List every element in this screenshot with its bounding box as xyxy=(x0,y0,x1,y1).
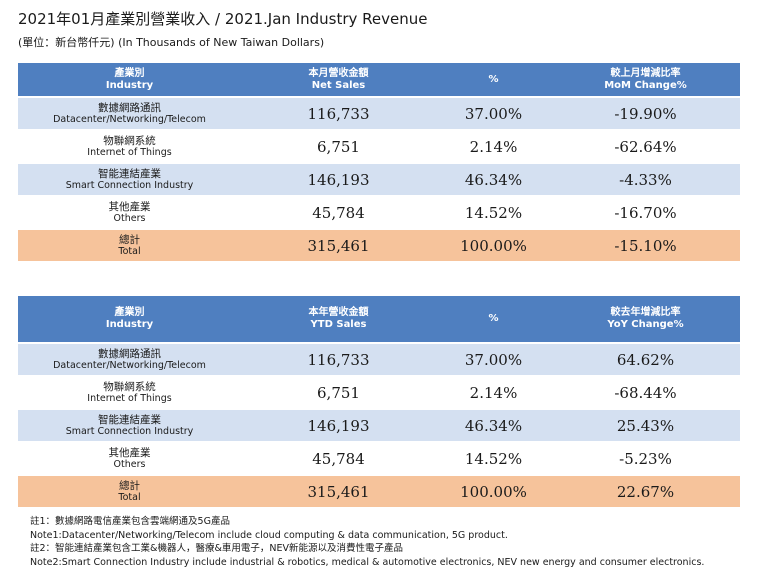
sales-cell: 315,461 xyxy=(241,230,436,261)
sales-cell: 146,193 xyxy=(241,410,436,441)
header-mom-change: 較上月增減比率 MoM Change% xyxy=(551,63,740,96)
industry-cell: 總計 Total xyxy=(18,230,241,261)
table-row: 其他產業 Others 45,784 14.52% -5.23% xyxy=(18,443,740,474)
table-row: 數據網路通訊 Datacenter/Networking/Telecom 116,… xyxy=(18,98,740,129)
change-cell: -62.64% xyxy=(551,131,740,162)
footnotes: 註1：數據網路電信產業包含雲端網通及5G產品 Note1:Datacenter/… xyxy=(30,515,704,569)
sales-cell: 45,784 xyxy=(241,197,436,228)
note-2-en: Note2:Smart Connection Industry include … xyxy=(30,556,705,568)
header-industry: 產業別 Industry xyxy=(18,63,241,96)
note-2-zh: 註2：智能連結產業包含工業&機器人，醫療&車用電子，NEV新能源以及消費性電子產… xyxy=(30,543,403,554)
header-industry: 產業別 Industry xyxy=(18,296,241,342)
industry-cell: 智能連結產業 Smart Connection Industry xyxy=(18,164,241,195)
note-1-zh: 註1：數據網路電信產業包含雲端網通及5G產品 xyxy=(30,516,230,527)
industry-cell: 總計 Total xyxy=(18,476,241,507)
table-row: 智能連結產業 Smart Connection Industry 146,193 … xyxy=(18,410,740,441)
ytd-revenue-table: 產業別 Industry 本年營收金額 YTD Sales % 較去年增減比率 YoY… xyxy=(18,294,740,509)
percent-cell: 2.14% xyxy=(436,131,551,162)
change-cell: -15.10% xyxy=(551,230,740,261)
table-header-row: 產業別 Industry 本月營收金額 Net Sales % 較上月增減比率 MoM… xyxy=(18,63,740,96)
sales-cell: 6,751 xyxy=(241,377,436,408)
change-cell: 22.67% xyxy=(551,476,740,507)
industry-cell: 數據網路通訊 Datacenter/Networking/Telecom xyxy=(18,98,241,129)
sales-cell: 6,751 xyxy=(241,131,436,162)
change-cell: 64.62% xyxy=(551,344,740,375)
change-cell: -16.70% xyxy=(551,197,740,228)
industry-cell: 數據網路通訊 Datacenter/Networking/Telecom xyxy=(18,344,241,375)
percent-cell: 46.34% xyxy=(436,164,551,195)
sales-cell: 146,193 xyxy=(241,164,436,195)
table-row: 物聯網系統 Internet of Things 6,751 2.14% -62.… xyxy=(18,131,740,162)
change-cell: -19.90% xyxy=(551,98,740,129)
change-cell: -4.33% xyxy=(551,164,740,195)
sales-cell: 315,461 xyxy=(241,476,436,507)
percent-cell: 37.00% xyxy=(436,98,551,129)
change-cell: -5.23% xyxy=(551,443,740,474)
industry-cell: 智能連結產業 Smart Connection Industry xyxy=(18,410,241,441)
table-header-row: 產業別 Industry 本年營收金額 YTD Sales % 較去年增減比率 YoY… xyxy=(18,296,740,342)
unit-subtitle: (單位：新台幣仟元) (In Thousands of New Taiwan D… xyxy=(18,36,325,49)
table-row: 智能連結產業 Smart Connection Industry 146,193 … xyxy=(18,164,740,195)
industry-cell: 物聯網系統 Internet of Things xyxy=(18,377,241,408)
sales-cell: 116,733 xyxy=(241,98,436,129)
percent-cell: 46.34% xyxy=(436,410,551,441)
change-cell: 25.43% xyxy=(551,410,740,441)
table-row: 數據網路通訊 Datacenter/Networking/Telecom 116,… xyxy=(18,344,740,375)
header-percent: % xyxy=(436,296,551,342)
header-yoy-change: 較去年增減比率 YoY Change% xyxy=(551,296,740,342)
industry-cell: 其他產業 Others xyxy=(18,443,241,474)
table-row: 物聯網系統 Internet of Things 6,751 2.14% -68.… xyxy=(18,377,740,408)
percent-cell: 14.52% xyxy=(436,443,551,474)
change-cell: -68.44% xyxy=(551,377,740,408)
table-row: 其他產業 Others 45,784 14.52% -16.70% xyxy=(18,197,740,228)
total-row: 總計 Total 315,461 100.00% -15.10% xyxy=(18,230,740,261)
monthly-revenue-table: 產業別 Industry 本月營收金額 Net Sales % 較上月增減比率 MoM… xyxy=(18,61,740,263)
total-row: 總計 Total 315,461 100.00% 22.67% xyxy=(18,476,740,507)
percent-cell: 14.52% xyxy=(436,197,551,228)
percent-cell: 2.14% xyxy=(436,377,551,408)
percent-cell: 100.00% xyxy=(436,230,551,261)
industry-cell: 物聯網系統 Internet of Things xyxy=(18,131,241,162)
percent-cell: 37.00% xyxy=(436,344,551,375)
sales-cell: 45,784 xyxy=(241,443,436,474)
sales-cell: 116,733 xyxy=(241,344,436,375)
percent-cell: 100.00% xyxy=(436,476,551,507)
header-net-sales: 本月營收金額 Net Sales xyxy=(241,63,436,96)
page-title: 2021年01月產業別營業收入 / 2021.Jan Industry Reve… xyxy=(18,10,428,28)
header-percent: % xyxy=(436,63,551,96)
header-ytd-sales: 本年營收金額 YTD Sales xyxy=(241,296,436,342)
industry-cell: 其他產業 Others xyxy=(18,197,241,228)
note-1-en: Note1:Datacenter/Networking/Telecom incl… xyxy=(30,529,508,541)
